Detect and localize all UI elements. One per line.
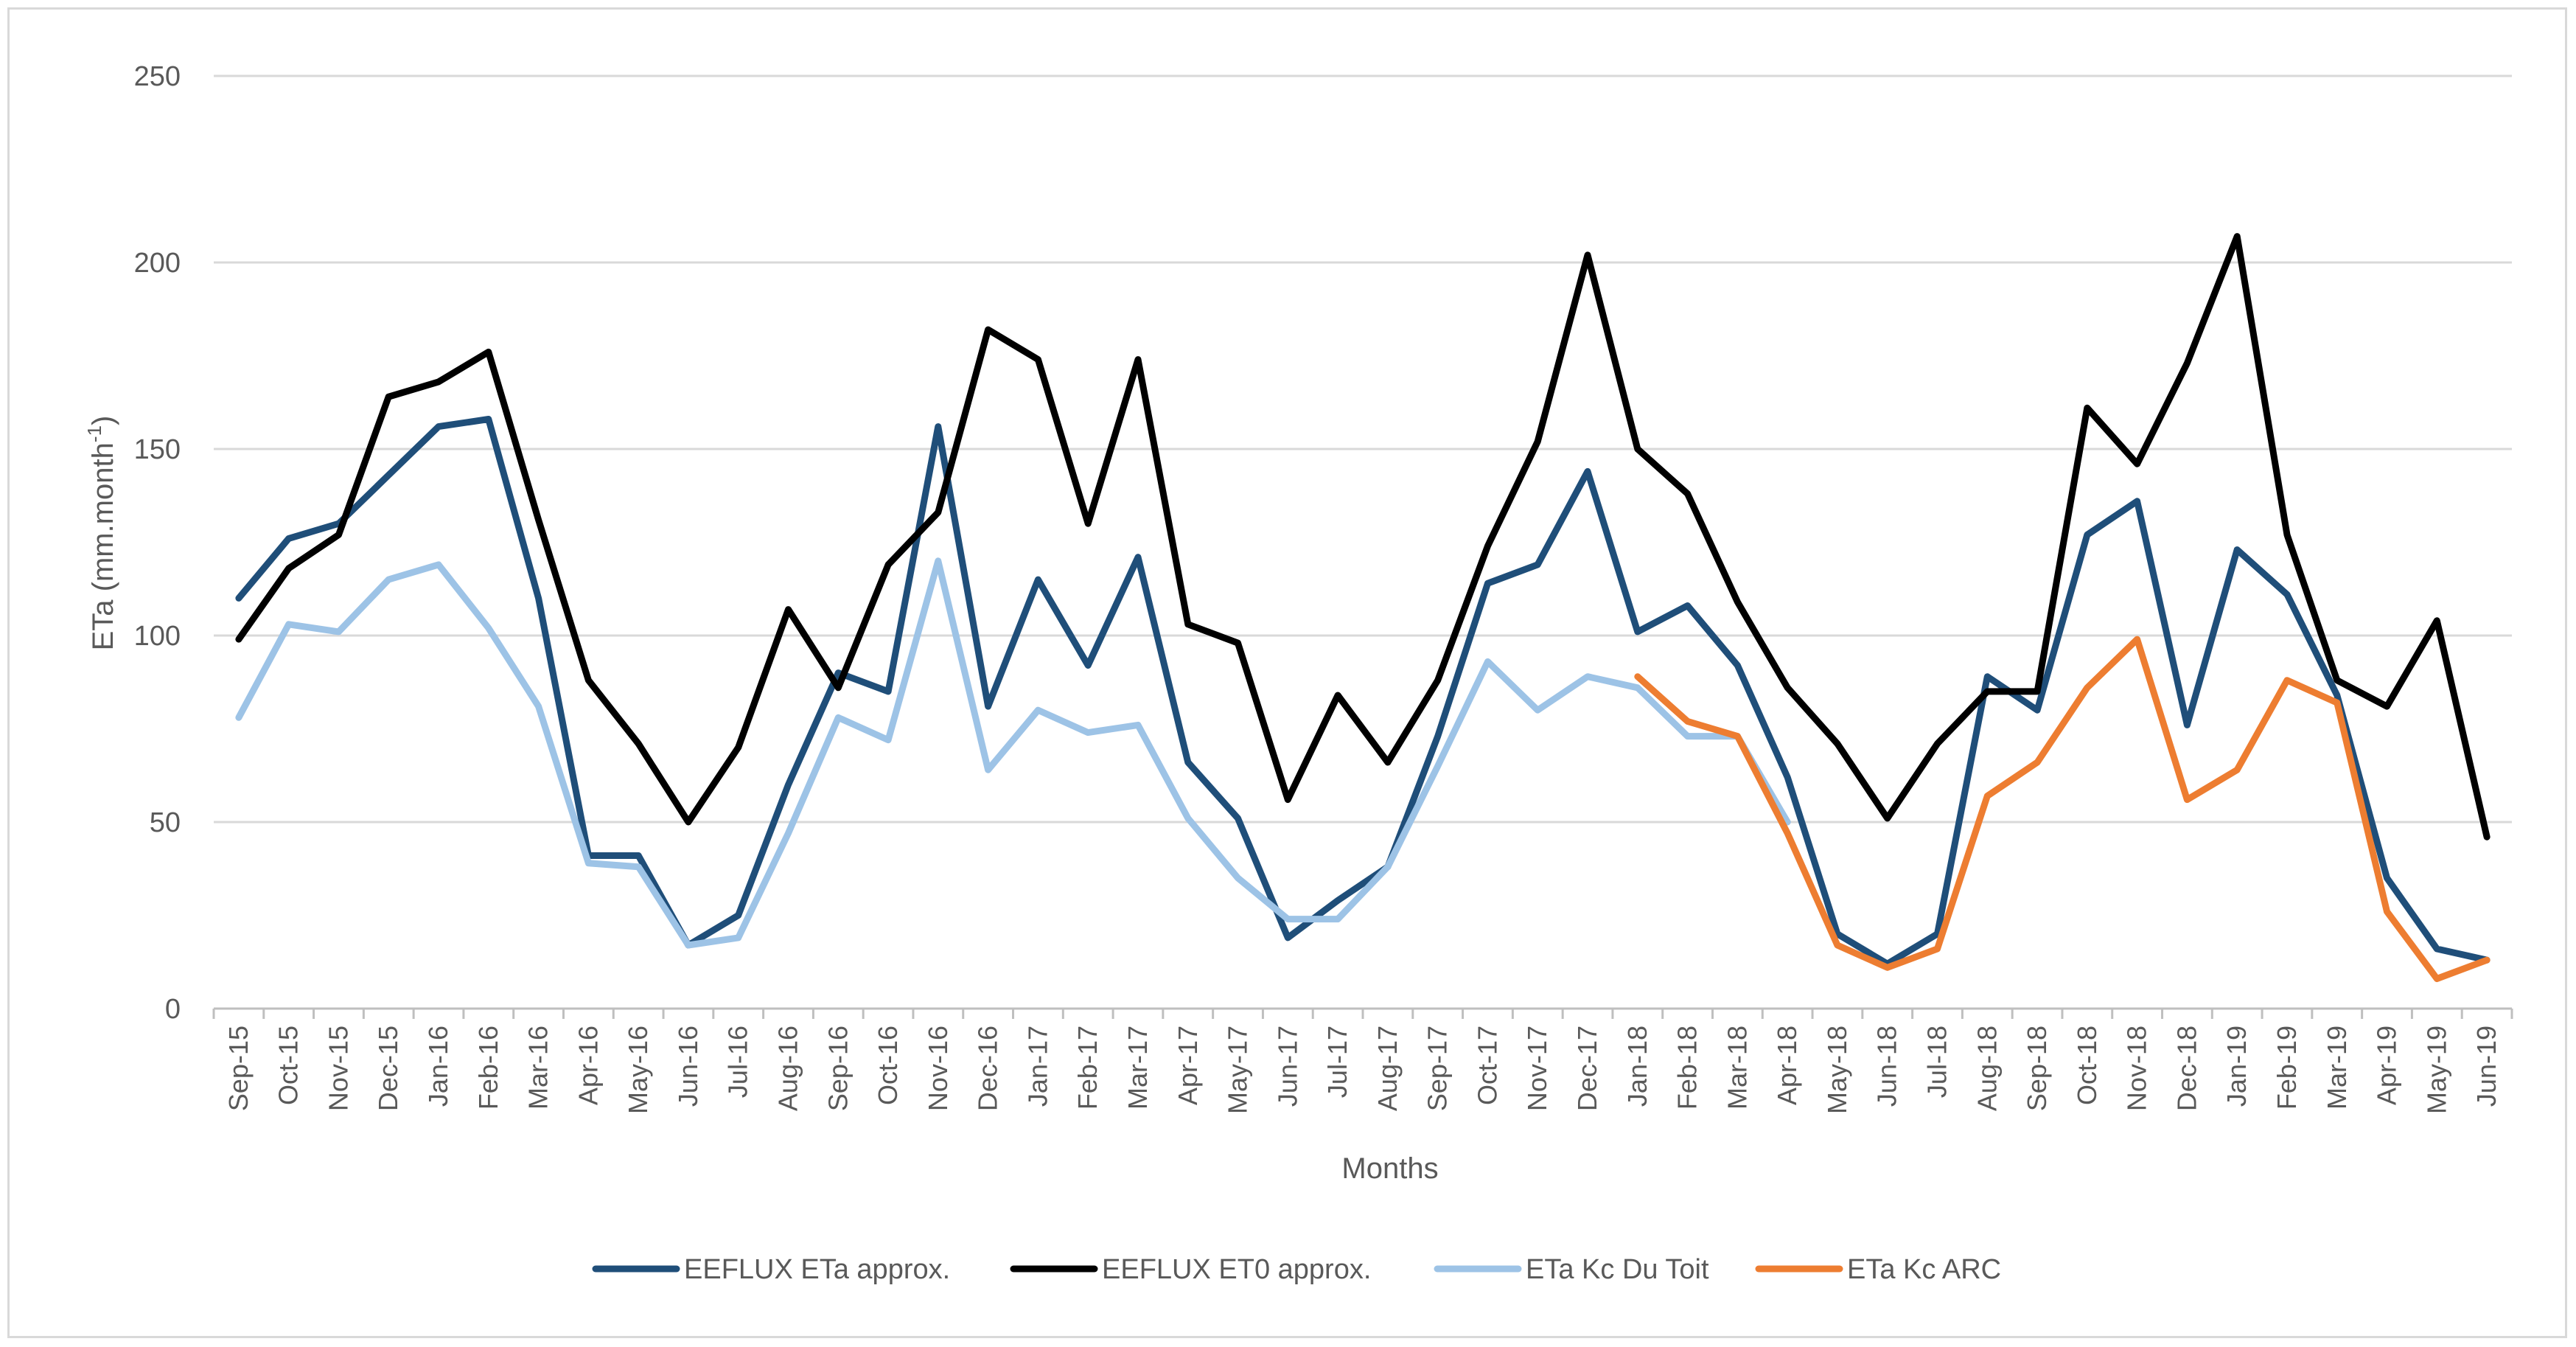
x-tick-label: Jun-19 bbox=[2471, 1026, 2502, 1107]
x-tick-label: Oct-17 bbox=[1472, 1026, 1502, 1105]
x-tick-label: Jan-17 bbox=[1022, 1026, 1053, 1107]
legend-entry-label: EEFLUX ET0 approx. bbox=[1102, 1254, 1371, 1285]
x-axis-ticks: Sep-15 Oct-15 Nov-15 Dec-15 Jan-16 Feb-16 Mar-… bbox=[212, 1009, 2513, 1114]
y-axis-label-superscript: -1 bbox=[83, 425, 105, 442]
series-line-eta-kc-du-toit bbox=[235, 557, 1791, 949]
x-tick-label: Jul-18 bbox=[1922, 1026, 1952, 1098]
x-tick-label: Nov-18 bbox=[2122, 1026, 2152, 1111]
x-tick-label: Aug-16 bbox=[773, 1026, 803, 1111]
x-tick-label: Sep-17 bbox=[1423, 1026, 1453, 1111]
x-tick-label: Dec-16 bbox=[973, 1026, 1003, 1111]
y-tick-label: 150 bbox=[134, 434, 181, 465]
series-lines bbox=[235, 233, 2491, 982]
x-tick-label: Oct-16 bbox=[873, 1026, 903, 1105]
y-axis-label: ETa (mm.month-1) bbox=[83, 416, 119, 651]
y-tick-label: 50 bbox=[150, 807, 181, 838]
x-tick-label: Feb-18 bbox=[1672, 1026, 1703, 1110]
x-tick-label: Sep-15 bbox=[223, 1026, 254, 1111]
x-tick-label: Feb-16 bbox=[473, 1026, 503, 1110]
x-tick-label: Feb-17 bbox=[1072, 1026, 1103, 1110]
x-tick-label: Aug-18 bbox=[1972, 1026, 2002, 1111]
series-line-eeflux-et0-approx bbox=[235, 233, 2491, 840]
x-tick-label: Jun-18 bbox=[1872, 1026, 1902, 1107]
x-tick-label: Apr-17 bbox=[1173, 1026, 1203, 1105]
y-tick-label: 250 bbox=[134, 61, 181, 92]
x-tick-label: Aug-17 bbox=[1372, 1026, 1403, 1111]
x-tick-label: Jul-16 bbox=[723, 1026, 753, 1098]
x-tick-label: Mar-17 bbox=[1123, 1026, 1153, 1110]
x-tick-label: Jun-16 bbox=[673, 1026, 703, 1107]
y-tick-label: 0 bbox=[165, 994, 181, 1025]
x-axis-label: Months bbox=[1341, 1152, 1438, 1185]
x-tick-label: Nov-17 bbox=[1522, 1026, 1552, 1111]
y-axis-label-main: ETa (mm.month bbox=[87, 442, 119, 650]
x-tick-label: Apr-16 bbox=[573, 1026, 603, 1105]
legend-entry-label: ETa Kc Du Toit bbox=[1526, 1254, 1709, 1285]
x-tick-label: Dec-18 bbox=[2171, 1026, 2202, 1111]
legend: EEFLUX ETa approx. EEFLUX ET0 approx. ETa … bbox=[592, 1254, 2001, 1285]
x-tick-label: Sep-18 bbox=[2022, 1026, 2052, 1111]
x-tick-label: Mar-16 bbox=[523, 1026, 554, 1110]
x-tick-label: Dec-17 bbox=[1572, 1026, 1602, 1111]
legend-entry-label: EEFLUX ETa approx. bbox=[684, 1254, 950, 1285]
x-tick-label: Oct-15 bbox=[273, 1026, 304, 1105]
x-tick-label: May-18 bbox=[1822, 1026, 1852, 1114]
legend-entry-label: ETa Kc ARC bbox=[1847, 1254, 2001, 1285]
x-tick-label: Jan-19 bbox=[2221, 1026, 2252, 1107]
x-tick-label: May-16 bbox=[623, 1026, 653, 1114]
x-tick-label: Jun-17 bbox=[1272, 1026, 1302, 1107]
x-tick-label: Sep-16 bbox=[823, 1026, 853, 1111]
y-axis-ticks: 0 50 100 150 200 250 bbox=[134, 61, 181, 1025]
x-tick-label: Oct-18 bbox=[2072, 1026, 2102, 1105]
series-line-eta-kc-arc bbox=[1634, 636, 2491, 982]
chart-frame: 0 50 100 150 200 250 Sep-15 Oct-15 Nov-15 Dec-15… bbox=[7, 7, 2567, 1338]
x-tick-label: Mar-19 bbox=[2322, 1026, 2352, 1110]
gridlines bbox=[214, 74, 2512, 1010]
line-chart: 0 50 100 150 200 250 Sep-15 Oct-15 Nov-15 Dec-15… bbox=[83, 61, 2513, 1285]
y-tick-label: 200 bbox=[134, 248, 181, 279]
x-tick-label: Dec-15 bbox=[373, 1026, 403, 1111]
x-tick-label: Jan-16 bbox=[423, 1026, 453, 1107]
x-tick-label: Nov-16 bbox=[923, 1026, 953, 1111]
y-tick-label: 100 bbox=[134, 621, 181, 652]
x-tick-label: May-19 bbox=[2421, 1026, 2451, 1114]
x-tick-label: May-17 bbox=[1223, 1026, 1253, 1114]
series-line-eeflux-eta-approx bbox=[235, 416, 2491, 967]
x-tick-label: Apr-18 bbox=[1772, 1026, 1802, 1105]
x-tick-label: Jul-17 bbox=[1322, 1026, 1352, 1098]
x-tick-label: Jan-18 bbox=[1622, 1026, 1652, 1107]
y-axis-label-close: ) bbox=[87, 416, 119, 425]
x-tick-label: Feb-19 bbox=[2272, 1026, 2302, 1110]
x-tick-label: Apr-19 bbox=[2372, 1026, 2402, 1105]
x-tick-label: Nov-15 bbox=[323, 1026, 353, 1111]
x-tick-label: Mar-18 bbox=[1722, 1026, 1752, 1110]
